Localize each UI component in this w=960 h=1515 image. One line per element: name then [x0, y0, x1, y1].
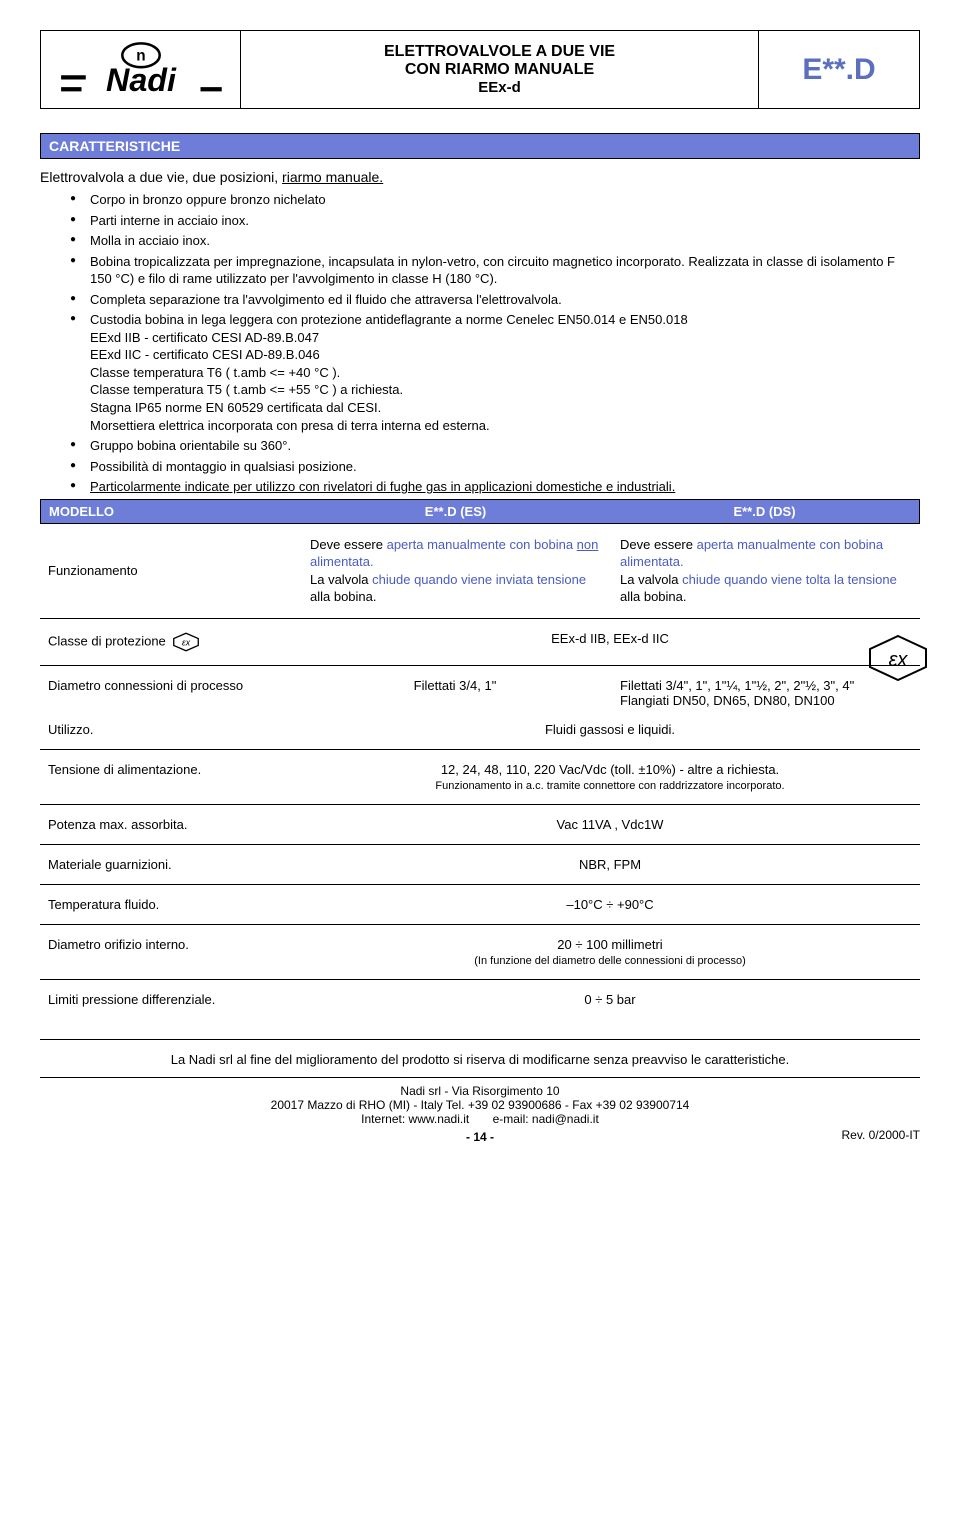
spec-label: Potenza max. assorbita.: [40, 815, 300, 834]
spec-row: Diametro orifizio interno.20 ÷ 100 milli…: [40, 924, 920, 979]
spec-label: Classe di protezioneεx: [40, 629, 300, 655]
spec-value: NBR, FPM: [300, 855, 920, 874]
spec-row: Utilizzo.Fluidi gassosi e liquidi.: [40, 720, 920, 749]
funzionamento-row: Funzionamento Deve essere aperta manualm…: [40, 524, 920, 618]
header-code: E**.D: [759, 31, 919, 108]
footer-page: - 14 -: [40, 1130, 920, 1144]
modello-ds: E**.D (DS): [610, 500, 919, 523]
list-item: Bobina tropicalizzata per impregnazione,…: [70, 253, 920, 288]
modello-es: E**.D (ES): [301, 500, 610, 523]
list-item: Completa separazione tra l'avvolgimento …: [70, 291, 920, 309]
spec-label: Diametro connessioni di processo: [40, 676, 300, 695]
intro-text: Elettrovalvola a due vie, due posizioni,: [40, 169, 282, 185]
title-line-3: EEx-d: [253, 79, 746, 96]
spec-value: 12, 24, 48, 110, 220 Vac/Vdc (toll. ±10%…: [300, 760, 920, 794]
list-item: Parti interne in acciaio inox.: [70, 212, 920, 230]
title-line-2: CON RIARMO MANUALE: [253, 61, 746, 79]
spec-value: 0 ÷ 5 bar: [300, 990, 920, 1009]
header-title: ELETTROVALVOLE A DUE VIE CON RIARMO MANU…: [241, 31, 759, 108]
spec-value: Fluidi gassosi e liquidi.: [300, 720, 920, 739]
list-item: Possibilità di montaggio in qualsiasi po…: [70, 458, 920, 476]
spec-label: Temperatura fluido.: [40, 895, 300, 914]
spec-label: Utilizzo.: [40, 720, 300, 739]
spec-value: 20 ÷ 100 millimetri(In funzione del diam…: [300, 935, 920, 969]
spec-row: Diametro connessioni di processoFilettat…: [40, 665, 920, 720]
intro-line: Elettrovalvola a due vie, due posizioni,…: [40, 169, 920, 185]
spec-row: Limiti pressione differenziale.0 ÷ 5 bar: [40, 979, 920, 1019]
spec-value: Vac 11VA , Vdc1W: [300, 815, 920, 834]
spec-row: Temperatura fluido.–10°C ÷ +90°C: [40, 884, 920, 924]
list-item: Custodia bobina in lega leggera con prot…: [70, 311, 920, 434]
footer-rev: Rev. 0/2000-IT: [842, 1128, 920, 1142]
list-item: Corpo in bronzo oppure bronzo nichelato: [70, 191, 920, 209]
spec-label: Tensione di alimentazione.: [40, 760, 300, 779]
page-header: n Nadi ELETTROVALVOLE A DUE VIE CON RIAR…: [40, 30, 920, 109]
spec-label: Diametro orifizio interno.: [40, 935, 300, 954]
funzionamento-es: Deve essere aperta manualmente con bobin…: [300, 532, 610, 610]
ex-mark-icon: εx: [866, 633, 930, 683]
spec-row: Materiale guarnizioni.NBR, FPM: [40, 844, 920, 884]
logo-cell: n Nadi: [41, 31, 241, 108]
disclaimer: La Nadi srl al fine del miglioramento de…: [40, 1039, 920, 1067]
title-line-1: ELETTROVALVOLE A DUE VIE: [253, 43, 746, 61]
feature-list: Corpo in bronzo oppure bronzo nichelato P…: [70, 191, 920, 496]
funzionamento-label: Funzionamento: [40, 532, 300, 610]
footer-l1: Nadi srl - Via Risorgimento 10: [40, 1084, 920, 1098]
spec-label: Limiti pressione differenziale.: [40, 990, 300, 1009]
section-caratteristiche: CARATTERISTICHE: [40, 133, 920, 159]
spec-row: Tensione di alimentazione.12, 24, 48, 11…: [40, 749, 920, 804]
spec-label: Materiale guarnizioni.: [40, 855, 300, 874]
funzionamento-ds: Deve essere aperta manualmente con bobin…: [610, 532, 920, 610]
specs-table: Classe di protezioneεxEEx-d IIB, EEx-d I…: [40, 618, 920, 1019]
nadi-logo: n Nadi: [56, 40, 226, 100]
svg-text:εx: εx: [889, 649, 909, 671]
spec-value: –10°C ÷ +90°C: [300, 895, 920, 914]
list-item: Gruppo bobina orientabile su 360°.: [70, 437, 920, 455]
svg-text:Nadi: Nadi: [106, 62, 177, 98]
modello-header: MODELLO E**.D (ES) E**.D (DS): [40, 499, 920, 524]
list-item: Molla in acciaio inox.: [70, 232, 920, 250]
intro-underline: riarmo manuale.: [282, 169, 383, 185]
svg-text:εx: εx: [182, 637, 191, 647]
spec-row: Classe di protezioneεxEEx-d IIB, EEx-d I…: [40, 618, 920, 665]
footer-l3: Internet: www.nadi.it e-mail: nadi@nadi.…: [40, 1112, 920, 1126]
footer: Nadi srl - Via Risorgimento 10 20017 Maz…: [40, 1077, 920, 1144]
spec-value: EEx-d IIB, EEx-d IIC: [300, 629, 920, 648]
footer-l2: 20017 Mazzo di RHO (MI) - Italy Tel. +39…: [40, 1098, 920, 1112]
modello-label: MODELLO: [41, 500, 301, 523]
spec-row: Potenza max. assorbita.Vac 11VA , Vdc1W: [40, 804, 920, 844]
list-item: Particolarmente indicate per utilizzo co…: [70, 478, 920, 496]
